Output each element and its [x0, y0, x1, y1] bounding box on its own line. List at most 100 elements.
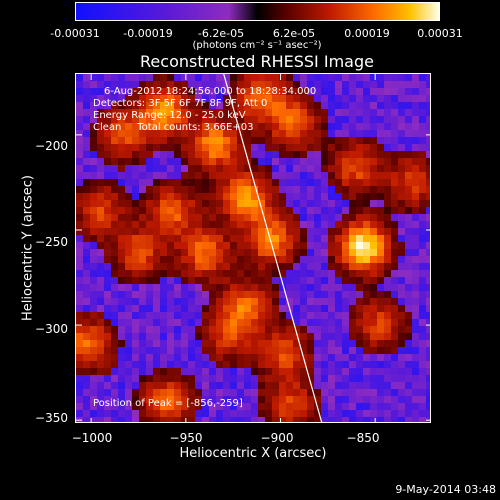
- heatmap-cell: [111, 74, 118, 81]
- heatmap-cell: [188, 340, 195, 347]
- heatmap-cell: [202, 81, 209, 88]
- heatmap-cell: [412, 74, 419, 81]
- heatmap-cell: [335, 347, 342, 354]
- heatmap-cell: [265, 151, 272, 158]
- heatmap-cell: [314, 158, 321, 165]
- heatmap-cell: [377, 305, 384, 312]
- heatmap-cell: [363, 263, 370, 270]
- heatmap-cell: [321, 74, 328, 81]
- heatmap-cell: [230, 74, 237, 81]
- heatmap-cell: [202, 368, 209, 375]
- heatmap-cell: [286, 284, 293, 291]
- heatmap-cell: [363, 158, 370, 165]
- info-time-range: 6-Aug-2012 18:24:56.000 to 18:28:34.000: [104, 86, 317, 97]
- heatmap-cell: [377, 263, 384, 270]
- heatmap-cell: [335, 200, 342, 207]
- heatmap-cell: [426, 417, 430, 422]
- heatmap-cell: [384, 263, 391, 270]
- heatmap-cell: [146, 172, 153, 179]
- heatmap-cell: [272, 389, 279, 396]
- heatmap-cell: [111, 368, 118, 375]
- heatmap-cell: [174, 284, 181, 291]
- heatmap-cell: [342, 333, 349, 340]
- heatmap-cell: [293, 88, 300, 95]
- heatmap-cell: [195, 186, 202, 193]
- heatmap-cell: [118, 403, 125, 410]
- heatmap-cell: [412, 158, 419, 165]
- heatmap-cell: [76, 137, 83, 144]
- heatmap-cell: [146, 319, 153, 326]
- heatmap-cell: [286, 88, 293, 95]
- heatmap-cell: [356, 291, 363, 298]
- heatmap-cell: [286, 249, 293, 256]
- heatmap-cell: [209, 270, 216, 277]
- heatmap-cell: [237, 298, 244, 305]
- heatmap-cell: [237, 249, 244, 256]
- heatmap-cell: [391, 305, 398, 312]
- heatmap-cell: [412, 200, 419, 207]
- heatmap-cell: [181, 74, 188, 81]
- heatmap-cell: [160, 389, 167, 396]
- heatmap-cell: [412, 109, 419, 116]
- heatmap-cell: [286, 193, 293, 200]
- heatmap-cell: [335, 109, 342, 116]
- heatmap-cell: [419, 144, 426, 151]
- heatmap-cell: [174, 270, 181, 277]
- heatmap-cell: [426, 95, 430, 102]
- heatmap-cell: [342, 389, 349, 396]
- heatmap-cell: [279, 179, 286, 186]
- heatmap-cell: [223, 116, 230, 123]
- heatmap-cell: [293, 116, 300, 123]
- heatmap-cell: [195, 193, 202, 200]
- heatmap-cell: [181, 144, 188, 151]
- heatmap-cell: [314, 326, 321, 333]
- heatmap-cell: [90, 298, 97, 305]
- heatmap-cell: [314, 207, 321, 214]
- plot-area: [75, 73, 431, 423]
- heatmap-cell: [160, 179, 167, 186]
- heatmap-cell: [209, 410, 216, 417]
- heatmap-cell: [97, 403, 104, 410]
- heatmap-cell: [132, 158, 139, 165]
- heatmap-cell: [132, 221, 139, 228]
- heatmap-cell: [104, 361, 111, 368]
- heatmap-cell: [279, 361, 286, 368]
- heatmap-cell: [97, 333, 104, 340]
- heatmap-cell: [146, 130, 153, 137]
- heatmap-cell: [321, 368, 328, 375]
- heatmap-cell: [139, 270, 146, 277]
- heatmap-cell: [244, 417, 251, 422]
- heatmap-cell: [188, 235, 195, 242]
- heatmap-cell: [174, 144, 181, 151]
- heatmap-cell: [391, 130, 398, 137]
- heatmap-cell: [258, 200, 265, 207]
- heatmap-cell: [321, 144, 328, 151]
- heatmap-cell: [300, 95, 307, 102]
- heatmap-cell: [307, 277, 314, 284]
- heatmap-cell: [370, 144, 377, 151]
- heatmap-cell: [328, 333, 335, 340]
- heatmap-cell: [216, 207, 223, 214]
- heatmap-cell: [237, 347, 244, 354]
- heatmap-cell: [230, 291, 237, 298]
- heatmap-cell: [293, 389, 300, 396]
- heatmap-cell: [321, 256, 328, 263]
- heatmap-cell: [167, 88, 174, 95]
- heatmap-cell: [419, 88, 426, 95]
- heatmap-cell: [258, 151, 265, 158]
- heatmap-cell: [195, 242, 202, 249]
- heatmap-cell: [342, 256, 349, 263]
- heatmap-cell: [307, 333, 314, 340]
- heatmap-cell: [398, 305, 405, 312]
- heatmap-cell: [230, 263, 237, 270]
- heatmap-cell: [279, 298, 286, 305]
- heatmap-cell: [342, 179, 349, 186]
- heatmap-cell: [209, 221, 216, 228]
- heatmap-cell: [314, 417, 321, 422]
- heatmap-cell: [419, 109, 426, 116]
- heatmap-cell: [195, 221, 202, 228]
- heatmap-cell: [335, 305, 342, 312]
- heatmap-cell: [160, 158, 167, 165]
- heatmap-cell: [258, 102, 265, 109]
- heatmap-cell: [335, 95, 342, 102]
